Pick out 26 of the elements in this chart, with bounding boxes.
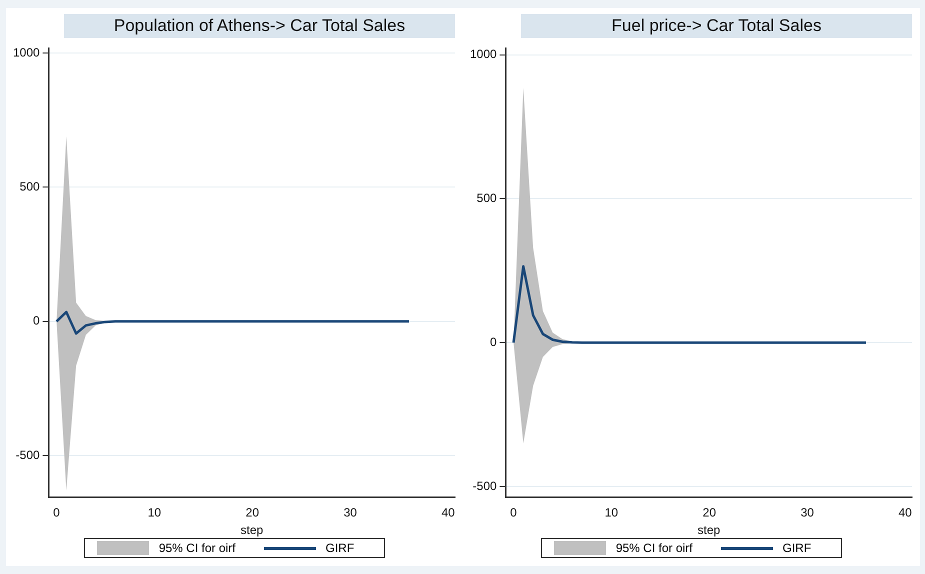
x-tick-label: 30	[800, 506, 814, 520]
x-tick-label: 20	[246, 506, 260, 520]
x-tick-label: 10	[148, 506, 162, 520]
chart-title: Population of Athens-> Car Total Sales	[64, 14, 455, 38]
x-tick-label: 10	[604, 506, 618, 520]
x-tick-label: 40	[898, 506, 912, 520]
y-tick-label: 0	[33, 314, 40, 328]
chart-title: Fuel price-> Car Total Sales	[521, 14, 912, 38]
y-tick-label: -500	[16, 448, 40, 462]
x-axis-title: step	[240, 523, 264, 538]
y-tick-label: -500	[472, 478, 498, 493]
legend-label: GIRF	[326, 541, 354, 555]
y-tick-label: 1000	[470, 47, 498, 62]
y-tick-label: 1000	[12, 45, 40, 60]
text: 95% CI for oirf	[158, 541, 236, 555]
y-tick-label: 0	[490, 334, 498, 349]
y-tick-label: 500	[476, 191, 498, 206]
legend-label: GIRF	[782, 541, 812, 555]
x-axis-title: step	[698, 523, 721, 538]
x-tick-label: 0	[53, 506, 60, 520]
x-tick-label: 0	[510, 506, 518, 520]
y-tick-label: 500	[20, 180, 40, 194]
x-tick-label: 20	[702, 506, 716, 520]
x-tick-label: 40	[441, 506, 456, 520]
x-tick-label: 30	[344, 506, 358, 520]
text: 95% CI for oirf	[616, 541, 693, 555]
